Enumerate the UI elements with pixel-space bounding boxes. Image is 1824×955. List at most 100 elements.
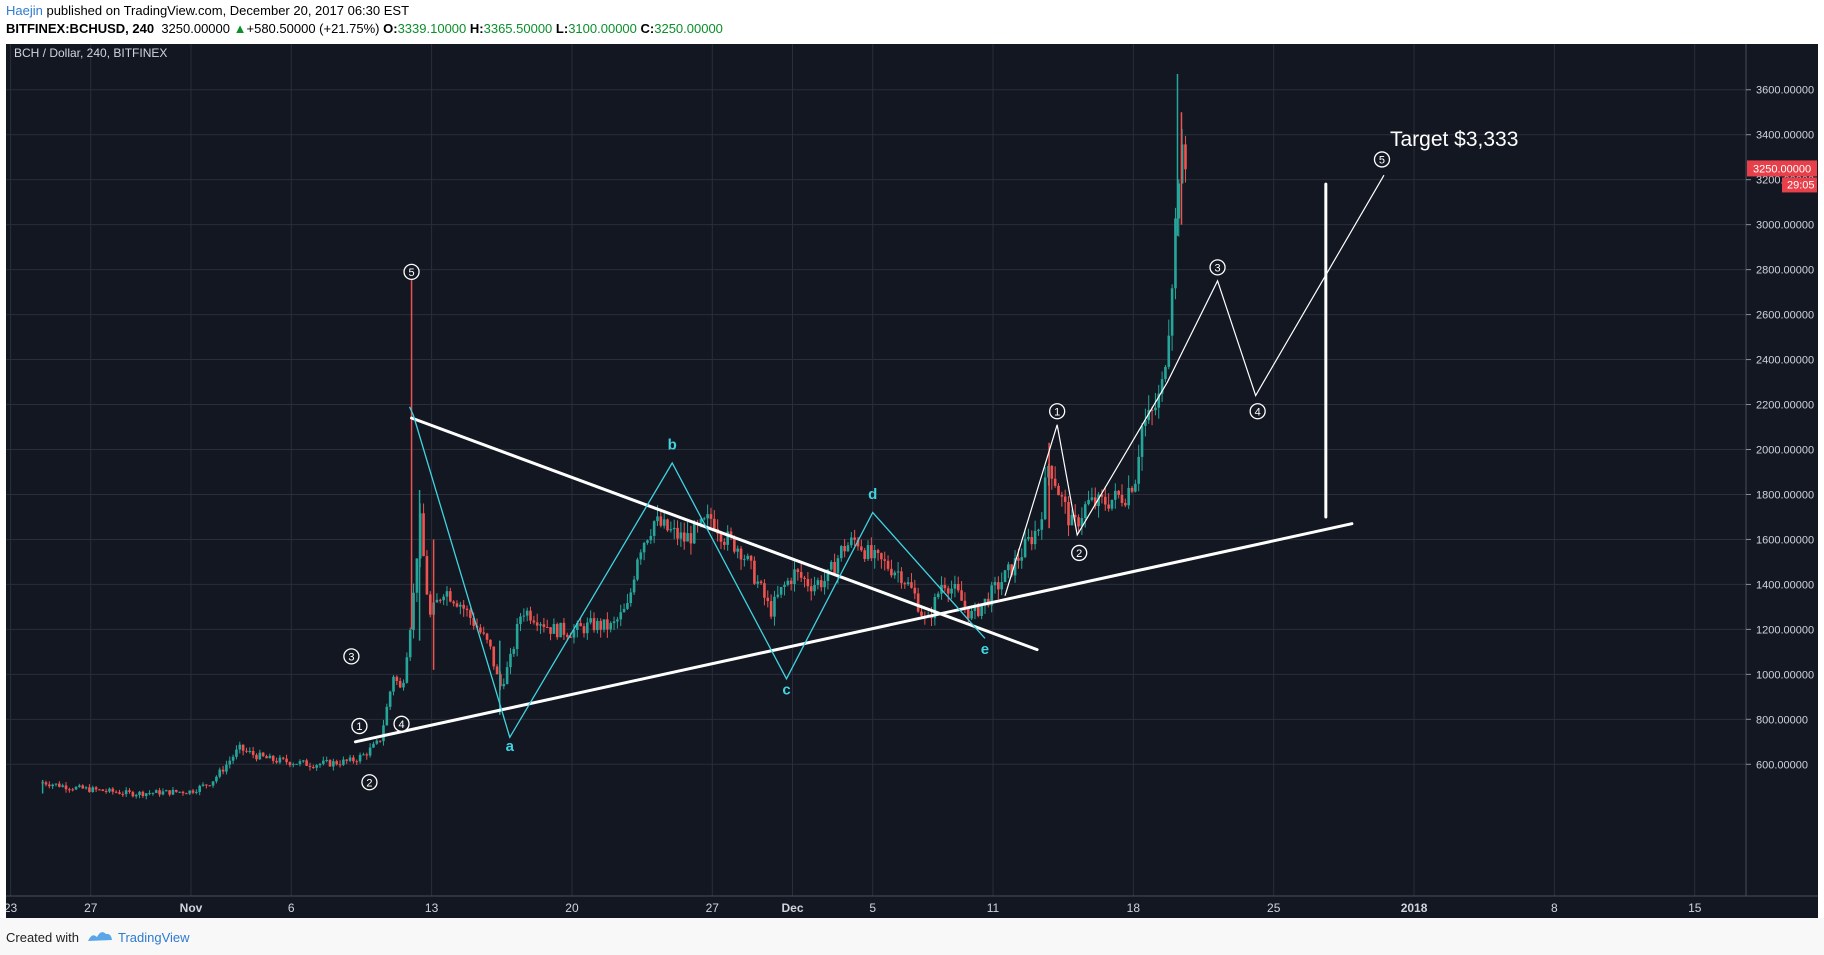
abc-wave-label-a: a bbox=[506, 738, 515, 755]
price-tick-label: 800.00000 bbox=[1756, 714, 1808, 726]
candle-body bbox=[148, 793, 151, 795]
candle-body bbox=[1124, 502, 1127, 506]
chart-area[interactable]: 600.00000 800.00000 1000.00000 1200.00000 14… bbox=[4, 44, 1818, 918]
candle-body bbox=[268, 755, 272, 759]
candle-body bbox=[392, 676, 395, 692]
candle-body bbox=[873, 550, 877, 559]
candle-body bbox=[896, 571, 900, 573]
candle-body bbox=[211, 781, 215, 786]
candle-body bbox=[723, 541, 726, 545]
candle-body bbox=[1030, 537, 1034, 545]
candle-body bbox=[385, 706, 389, 726]
candle-body bbox=[358, 754, 362, 762]
time-tick-label: 27 bbox=[706, 901, 720, 915]
target-annotation: Target $3,333 bbox=[1390, 128, 1518, 151]
candle-body bbox=[131, 791, 135, 797]
candle-body bbox=[325, 760, 328, 762]
candle-body bbox=[860, 546, 863, 551]
candle-body bbox=[953, 583, 957, 589]
candle-body bbox=[836, 558, 840, 574]
open-label: O: bbox=[383, 21, 398, 36]
author-link[interactable]: Haejin bbox=[6, 3, 43, 18]
candle-body bbox=[1070, 514, 1074, 526]
candle-body bbox=[174, 789, 178, 792]
candle-body bbox=[839, 546, 843, 559]
elliott-wave-projection bbox=[1004, 174, 1385, 596]
candle-body bbox=[515, 624, 519, 649]
candle-body bbox=[479, 627, 482, 633]
candle-body bbox=[646, 540, 649, 543]
wave-label-1: 1 bbox=[351, 717, 368, 735]
candle-body bbox=[816, 580, 820, 585]
candle-body bbox=[512, 648, 516, 654]
price-tick-label: 600.00000 bbox=[1756, 759, 1808, 771]
candle-body bbox=[231, 756, 235, 761]
candle-body bbox=[575, 623, 579, 630]
publish-info: Haejin published on TradingView.com, Dec… bbox=[6, 3, 409, 18]
candle-body bbox=[91, 787, 95, 792]
abc-wave-label-e: e bbox=[981, 641, 989, 658]
candle-body bbox=[549, 627, 552, 634]
candle-body bbox=[1117, 490, 1120, 495]
tradingview-brand-link[interactable]: TradingView bbox=[118, 930, 190, 945]
candle-body bbox=[1090, 497, 1094, 500]
candle-body bbox=[545, 626, 549, 628]
candle-body bbox=[1170, 288, 1174, 336]
candle-body bbox=[776, 594, 780, 597]
candle-body bbox=[629, 592, 633, 604]
candle-body bbox=[1080, 518, 1084, 527]
candle-body bbox=[970, 610, 973, 619]
candle-body bbox=[652, 521, 656, 536]
candle-body bbox=[963, 600, 967, 607]
candle-body bbox=[920, 611, 923, 616]
candle-body bbox=[960, 590, 963, 601]
published-text: published on TradingView.com, December 2… bbox=[42, 3, 410, 18]
candle-body bbox=[729, 531, 733, 537]
wave-label-1: 1 bbox=[1049, 403, 1066, 420]
tradingview-logo-icon[interactable] bbox=[86, 926, 114, 946]
symbol-label: BITFINEX:BCHUSD, 240 bbox=[6, 21, 155, 36]
candle-body bbox=[980, 605, 983, 616]
price-chart[interactable]: 600.00000800.000001000.000001200.0000014… bbox=[4, 44, 1818, 918]
candle-body bbox=[916, 593, 920, 612]
price-tick-label: 2800.00000 bbox=[1756, 265, 1814, 277]
candle-body bbox=[1000, 582, 1003, 590]
candle-body bbox=[529, 610, 532, 621]
candle-body bbox=[48, 784, 51, 787]
candle-body bbox=[271, 755, 275, 761]
candle-body bbox=[442, 596, 445, 601]
candle-body bbox=[983, 598, 987, 606]
candle-body bbox=[368, 747, 372, 756]
time-tick-label: 20 bbox=[565, 901, 579, 915]
wave-label-circle bbox=[1071, 544, 1088, 562]
candle-body bbox=[1127, 487, 1130, 506]
price-tick-label: 1400.00000 bbox=[1756, 579, 1814, 591]
candle-body bbox=[405, 657, 409, 683]
candle-body bbox=[218, 769, 222, 777]
candle-body bbox=[866, 545, 870, 559]
candle-body bbox=[1134, 483, 1137, 492]
candle-body bbox=[465, 608, 469, 610]
candle-body bbox=[1167, 335, 1171, 367]
candle-body bbox=[789, 580, 793, 585]
candle-body bbox=[743, 559, 746, 561]
candle-body bbox=[535, 622, 539, 626]
candle-body bbox=[1093, 497, 1097, 507]
candle-body bbox=[565, 634, 569, 637]
candle-body bbox=[251, 750, 255, 755]
candle-body bbox=[195, 791, 198, 793]
candle-body bbox=[1020, 557, 1024, 561]
candle-body bbox=[870, 545, 873, 559]
candle-body bbox=[632, 579, 636, 593]
candle-body bbox=[642, 542, 646, 553]
ohlc-line: BITFINEX:BCHUSD, 240 3250.00000 ▲+580.50… bbox=[6, 21, 723, 36]
candle-body bbox=[936, 593, 940, 598]
price-tick-label: 2000.00000 bbox=[1756, 445, 1814, 457]
candle-body bbox=[365, 754, 369, 756]
candle-body bbox=[1087, 499, 1090, 505]
current-price-tag[interactable] bbox=[1747, 160, 1817, 177]
wave-label-circle bbox=[1373, 151, 1391, 168]
candle-body bbox=[749, 555, 753, 561]
candle-body bbox=[462, 604, 465, 609]
candle-body bbox=[415, 558, 419, 593]
